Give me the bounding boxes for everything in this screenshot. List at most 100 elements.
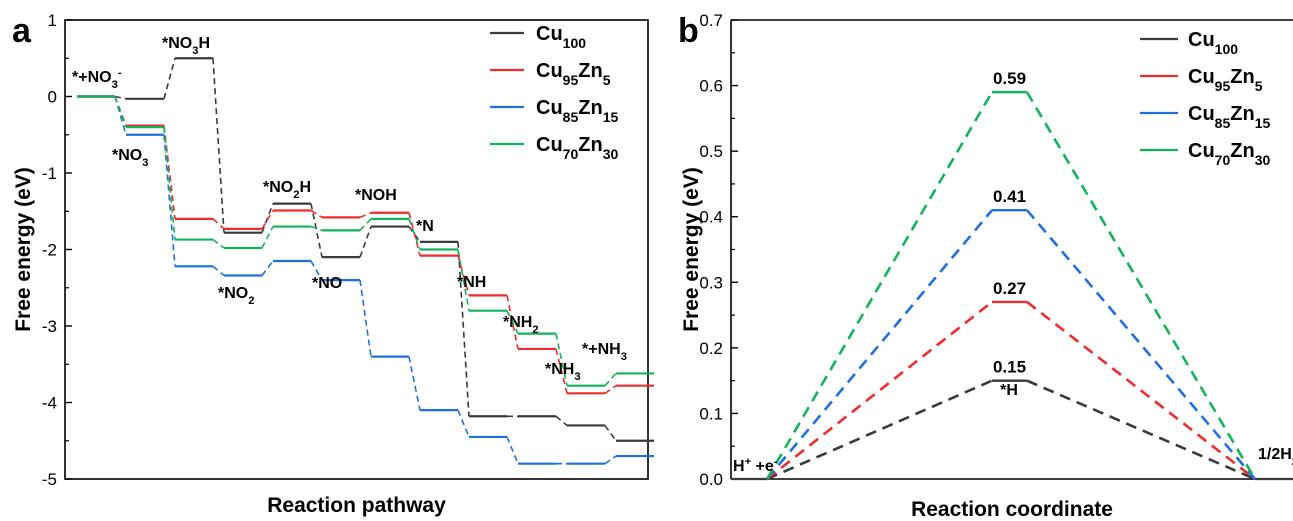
panel-a-ytick-label: -2	[42, 241, 57, 260]
panel-a-connector	[163, 58, 176, 100]
panel-a-step-label: *NO2	[218, 285, 254, 307]
panel-a-connector	[310, 225, 323, 232]
panel-b-xlabel: Reaction coordinate	[911, 498, 1113, 521]
panel-b-legend	[1140, 37, 1178, 152]
panel-a-series-Cu85Zn15	[77, 95, 654, 465]
panel-a-connector	[163, 127, 176, 240]
panel-a-legend-label: Cu100	[536, 23, 586, 51]
panel-a-series-Cu95Zn5	[77, 95, 654, 395]
panel-b-ylabel: Free energy (eV)	[680, 167, 703, 332]
panel-a-legend-label: Cu85Zn15	[536, 97, 618, 125]
panel-a-connector	[408, 218, 421, 250]
panel-a-step-label: *N	[416, 218, 434, 235]
panel-b-connector	[1026, 209, 1256, 480]
panel-a-connector	[408, 226, 421, 243]
panel-b-ytick-label: 0.7	[699, 11, 723, 30]
panel-b-ytick-label: 0.0	[699, 470, 723, 489]
panel-a-connector	[114, 96, 127, 135]
panel-a-ylabel: Free energy (eV)	[12, 167, 35, 332]
panel-a-step-label: *NH	[457, 274, 486, 291]
panel-a-connector	[163, 134, 176, 267]
panel-a-legend-label: Cu70Zn30	[536, 134, 618, 162]
panel-a-connector	[457, 241, 470, 417]
panel-b-connector	[765, 91, 994, 480]
panel-a-connector	[114, 96, 127, 128]
panel-b-ytick-label: 0.4	[699, 208, 723, 227]
panel-a-connector	[359, 226, 372, 258]
panel-b-legend-label: Cu95Zn5	[1188, 66, 1263, 94]
panel-a-letter: a	[12, 12, 32, 50]
panel-a-connector	[457, 249, 470, 311]
panel-a-connector	[114, 95, 127, 100]
panel-a-connector	[212, 238, 225, 249]
panel-b-series-Cu70Zn30: 0.59	[765, 69, 1257, 480]
panel-a-step-label: *NH3	[545, 361, 581, 383]
panel-b-state-initial: H+ +e-	[733, 456, 778, 475]
panel-a-ytick-label: -4	[42, 394, 57, 413]
panel-a-connector	[408, 356, 421, 411]
panel-b-ytick-label: 0.5	[699, 142, 723, 161]
panel-b-legend-label: Cu100	[1188, 29, 1238, 57]
panel-a: 1 0 -1 -2 -3 -4 -5 a Free energy (eV) Reaction pa…	[12, 11, 654, 517]
panel-b-connector	[766, 379, 993, 481]
panel-a-connector	[506, 310, 519, 334]
panel-a-connector	[212, 265, 225, 277]
panel-a-connector	[310, 260, 323, 281]
panel-a-ytick-label: -3	[42, 317, 57, 336]
panel-a-connector	[457, 255, 470, 296]
panel-a-step-label: *NO	[312, 275, 342, 292]
panel-b-series-Cu100: 0.15	[766, 358, 1256, 481]
panel-a-connector	[457, 409, 470, 438]
panel-b-series-Cu85Zn15: 0.41	[766, 187, 1256, 480]
panel-a-ytick-label: 1	[48, 11, 57, 30]
panel-b-ytick-label: 0.2	[699, 339, 723, 358]
panel-a-step-label: *NO3	[112, 147, 148, 169]
panel-b-value-label: 0.41	[993, 187, 1026, 206]
panel-a-connector	[212, 58, 225, 233]
panel-a-step-label: *NO2H	[263, 179, 311, 201]
panel-b-series-Cu95Zn5: 0.27	[766, 279, 1256, 481]
panel-b-connector	[766, 209, 993, 480]
panel-a-ytick-label: -1	[42, 164, 57, 183]
panel-b-letter: b	[678, 12, 699, 50]
panel-a-connector	[212, 218, 225, 230]
panel-a-connector	[310, 209, 323, 219]
panel-a-connector	[604, 424, 617, 442]
panel-a-step-label: *+NH3	[582, 341, 627, 363]
panel-b-value-label: 0.15	[993, 358, 1026, 377]
panel-a-connector	[408, 212, 421, 256]
panel-a-connector	[261, 260, 274, 276]
panel-a-connector	[359, 212, 372, 219]
panel-a-series-Cu70Zn30	[77, 95, 654, 387]
panel-a-ytick-label: 0	[48, 88, 57, 107]
panel-b-ytick-label: 0.3	[699, 273, 723, 292]
panel-b-value-label: 0.59	[993, 69, 1026, 88]
panel-a-step-label: *+NO3-	[72, 67, 122, 91]
panel-b-legend-label: Cu70Zn30	[1188, 140, 1270, 168]
panel-b: 0.0 0.1 0.2 0.3 0.4 0.5 0.6 0.7 0.15 0.27 0.41 0.59…	[678, 11, 1293, 521]
panel-b-connector	[766, 300, 993, 481]
panel-b-ytick-label: 0.1	[699, 404, 723, 423]
panel-a-connector	[310, 203, 323, 258]
panel-a-connector	[506, 295, 519, 350]
panel-a-ytick-label: -5	[42, 470, 57, 489]
panel-b-value-label: 0.27	[993, 279, 1026, 298]
panel-a-connector	[555, 415, 568, 427]
panel-b-connector	[1025, 91, 1257, 480]
panel-a-frame	[64, 19, 649, 480]
panel-b-connector	[1026, 379, 1256, 481]
panel-a-connector	[604, 372, 617, 387]
panel-a-step-label: *NOH	[355, 187, 397, 204]
panel-a-connector	[261, 226, 274, 249]
panel-b-state-middle: *H	[1000, 382, 1018, 399]
panel-b-ytick-label: 0.6	[699, 77, 723, 96]
panel-a-connector	[506, 436, 519, 465]
panel-a-connector	[359, 279, 372, 357]
panel-a-step-label: *NH2	[503, 314, 539, 336]
panel-b-state-final: 1/2H2	[1258, 446, 1293, 468]
panel-a-connector	[261, 210, 274, 230]
panel-a-legend	[490, 31, 524, 146]
panel-a-connector	[555, 348, 568, 394]
